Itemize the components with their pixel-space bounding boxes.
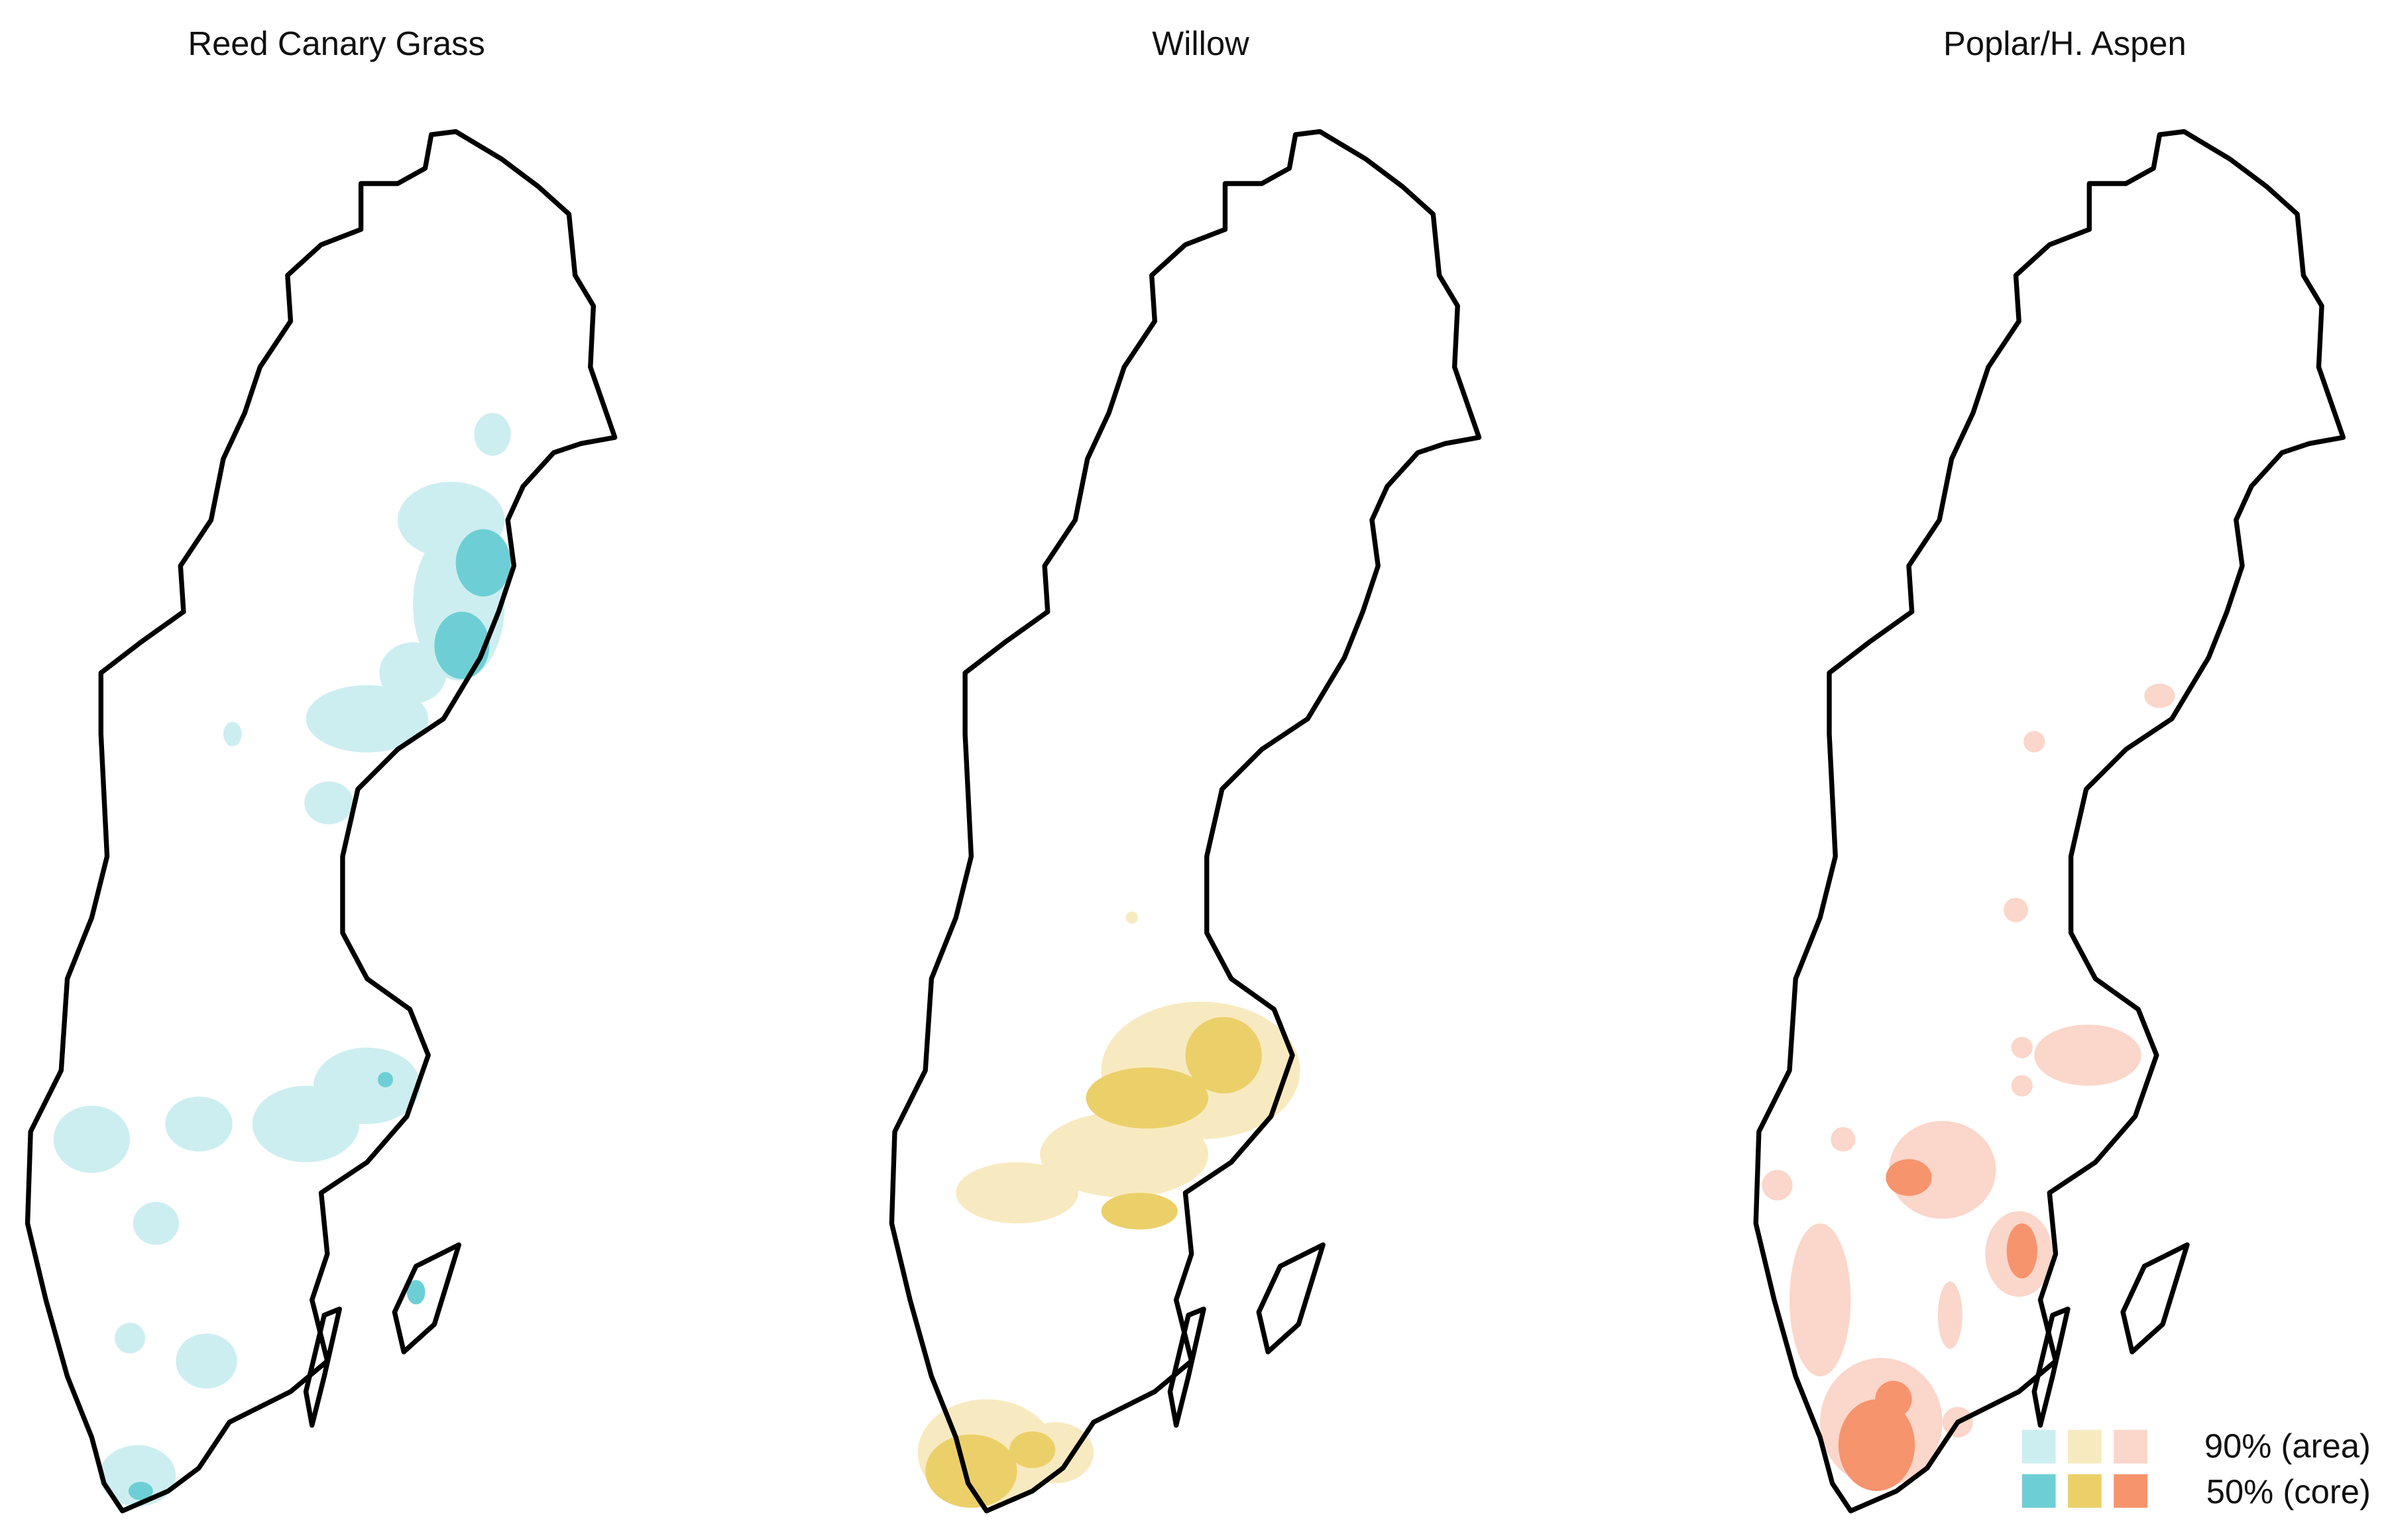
legend-label: 90% (area)	[2204, 1427, 2371, 1464]
area-region	[1762, 1170, 1793, 1201]
country-outline	[891, 132, 1479, 1512]
legend-label: 50% (core)	[2206, 1473, 2371, 1511]
area-region	[223, 722, 242, 747]
core-region	[1101, 1193, 1178, 1230]
map-panel: Willow	[891, 25, 1479, 1511]
map-panel: Poplar/H. Aspen	[1756, 25, 2343, 1511]
core-region	[1875, 1380, 1912, 1418]
panel-title: Willow	[1152, 25, 1249, 62]
area-region	[1125, 911, 1138, 924]
area-region	[474, 413, 511, 456]
core-region	[455, 529, 511, 597]
area-region	[1831, 1127, 1856, 1152]
panel-title: Reed Canary Grass	[188, 25, 484, 62]
panels: Reed Canary Grass Willow Poplar/H. Aspen	[28, 25, 2344, 1511]
core-region	[1086, 1067, 1209, 1129]
legend: 90% (area) 50% (core)	[2021, 1427, 2371, 1511]
area-region	[1790, 1223, 1851, 1376]
area-region	[2004, 897, 2028, 922]
legend-swatch	[2021, 1474, 2056, 1508]
area-region	[133, 1201, 179, 1245]
area-region	[1040, 1111, 1209, 1197]
area-region	[956, 1162, 1078, 1224]
core-region	[1185, 1017, 1262, 1094]
core-region	[2006, 1223, 2037, 1279]
area-region	[304, 781, 354, 824]
area-region	[2144, 683, 2175, 708]
panel-title: Poplar/H. Aspen	[1943, 25, 2187, 62]
legend-swatch	[2114, 1429, 2147, 1464]
core-region	[1886, 1159, 1932, 1196]
area-region	[379, 642, 447, 704]
legend-swatch	[2021, 1429, 2056, 1464]
area-region	[306, 685, 429, 753]
legend-swatch	[2068, 1429, 2102, 1464]
map-panel: Reed Canary Grass	[28, 25, 615, 1511]
area-region	[2011, 1075, 2033, 1097]
area-region	[2034, 1024, 2141, 1086]
area-region	[176, 1333, 237, 1389]
area-region	[165, 1096, 233, 1152]
core-region	[406, 1280, 426, 1305]
legend-swatch	[2068, 1474, 2102, 1508]
area-region	[2011, 1036, 2033, 1058]
area-region	[252, 1085, 360, 1162]
legend-swatch	[2114, 1474, 2147, 1508]
core-region	[378, 1072, 394, 1087]
area-region	[1937, 1281, 1962, 1349]
core-region	[128, 1482, 153, 1500]
area-region	[115, 1323, 146, 1354]
area-region	[2023, 731, 2045, 753]
core-region	[925, 1434, 1017, 1508]
core-region	[1009, 1431, 1056, 1468]
area-region	[53, 1105, 131, 1174]
core-region	[1838, 1399, 1915, 1492]
core-region	[434, 612, 490, 679]
area-region	[99, 1445, 176, 1507]
